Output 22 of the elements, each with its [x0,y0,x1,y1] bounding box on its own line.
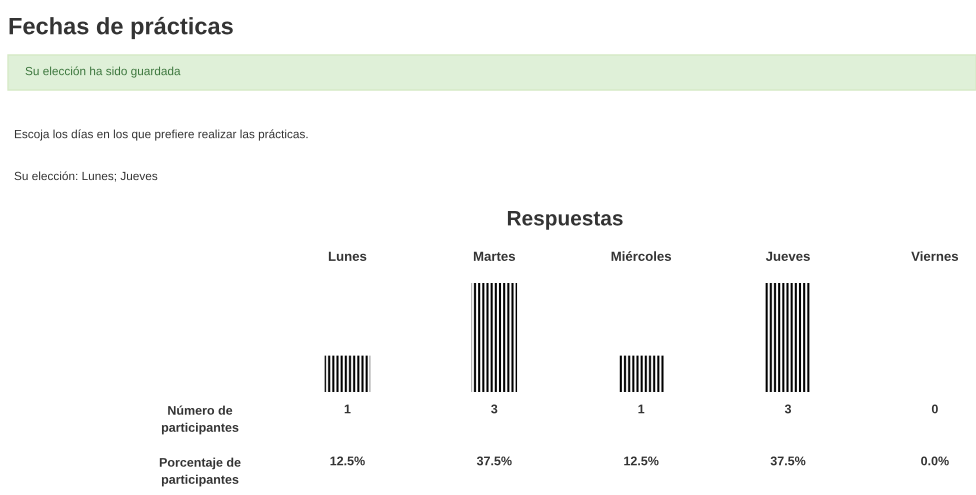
text: Su elección ha sido guardada [26,66,181,78]
text: 37.5% [476,456,512,466]
text: Porcentaje de participantes [160,458,241,486]
chart-title: Fechas de prácticas [10,16,233,40]
x-tick-label: Martes [474,252,516,261]
x-tick-label: Lunes [328,252,366,261]
data-label: 0 [932,404,938,414]
text: Escoja los días en los que prefiere realizar las prácticas. [14,129,308,141]
x-tick-label: Miércoles [612,251,672,261]
text: Número de participantes [162,406,238,434]
data-label: 3 [491,404,498,414]
chart-subtitle: Respuestas [508,211,623,230]
text: 12.5% [624,456,659,466]
x-tick-label: Viernes [911,251,958,261]
text: Su elección: Lunes; Jueves [14,171,158,182]
x-tick-label: Jueves [766,252,810,261]
text: 12.5% [330,456,365,466]
text: 0.0% [921,456,949,466]
data-label: 3 [784,404,792,414]
data-label: 1 [638,404,644,414]
text: 37.5% [770,456,806,466]
data-label: 1 [344,404,351,414]
